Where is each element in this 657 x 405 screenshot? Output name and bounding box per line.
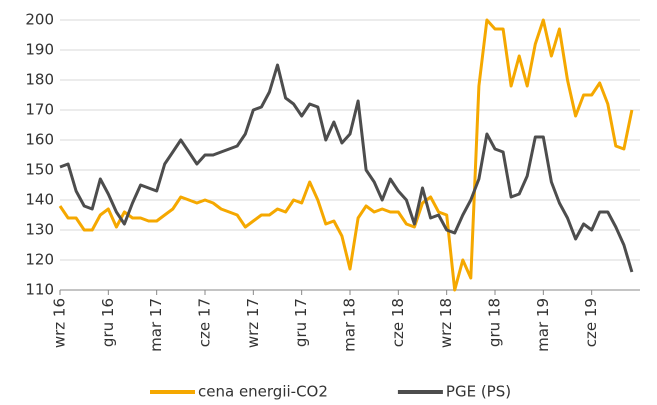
y-tick-label: 200	[25, 11, 54, 29]
x-tick-label: cze 19	[582, 298, 600, 347]
y-tick-label: 120	[25, 251, 54, 269]
y-tick-label: 190	[25, 41, 54, 59]
y-tick-label: 150	[25, 161, 54, 179]
x-tick-label: cze 17	[196, 298, 214, 347]
x-tick-label: wrz 17	[244, 298, 262, 348]
x-tick-label: gru 18	[486, 298, 504, 347]
x-tick-label: gru 16	[99, 298, 117, 347]
y-tick-label: 140	[25, 191, 54, 209]
x-tick-label: wrz 18	[437, 298, 455, 348]
x-tick-label: mar 19	[534, 298, 552, 352]
legend-label: PGE (PS)	[446, 383, 511, 401]
series-line	[59, 63, 634, 273]
x-tick-label: cze 18	[389, 298, 407, 347]
y-tick-label: 110	[25, 281, 54, 299]
y-tick-label: 180	[25, 71, 54, 89]
x-tick-label: wrz 16	[51, 298, 69, 348]
x-tick-label: mar 17	[147, 298, 165, 352]
series-line	[58, 18, 634, 292]
y-tick-label: 170	[25, 101, 54, 119]
y-tick-label: 130	[25, 221, 54, 239]
x-tick-label: gru 17	[292, 298, 310, 347]
y-tick-label: 160	[25, 131, 54, 149]
legend-label: cena energii-CO2	[198, 383, 328, 401]
x-tick-label: mar 18	[341, 298, 359, 352]
